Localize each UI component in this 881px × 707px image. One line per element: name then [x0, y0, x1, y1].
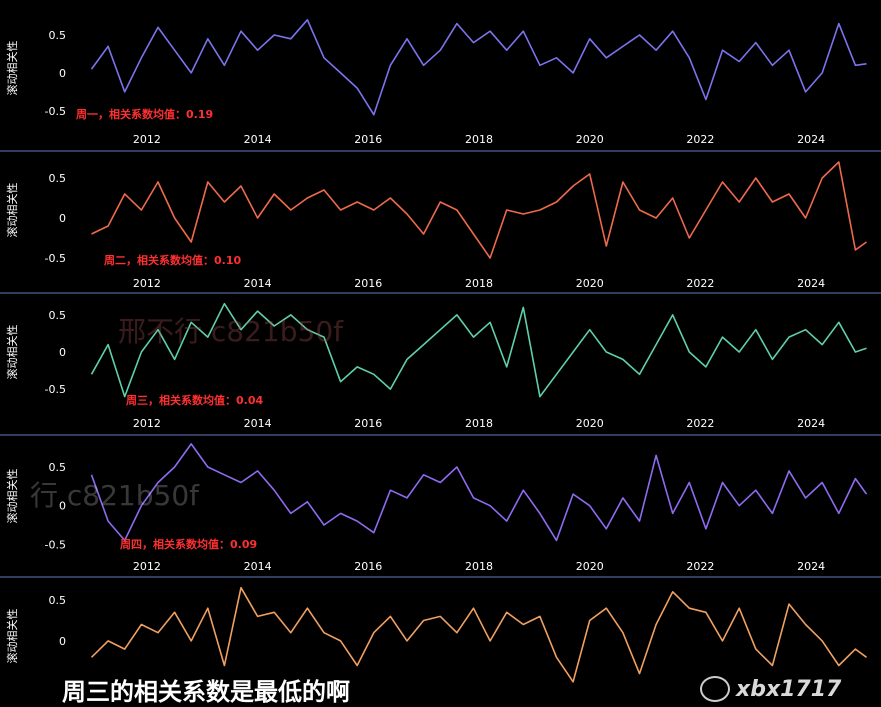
- mean-correlation-annotation: 周三，相关系数均值：0.04: [126, 393, 263, 407]
- mean-correlation-annotation: 周二，相关系数均值：0.10: [104, 253, 241, 267]
- x-tick-label: 2024: [797, 417, 825, 430]
- x-tick-label: 2022: [686, 417, 714, 430]
- y-axis-label: 滚动相关性: [5, 183, 19, 238]
- series-line: [90, 18, 867, 116]
- y-axis-label: 滚动相关性: [5, 469, 19, 524]
- y-tick-label: 0.5: [49, 461, 67, 474]
- x-tick-label: 2014: [244, 417, 272, 430]
- x-tick-label: 2024: [797, 133, 825, 146]
- chat-bubble-icon: [700, 676, 730, 702]
- y-tick-label: -0.5: [45, 105, 66, 118]
- watermark-text: 邢不行 c821b50f: [118, 315, 343, 348]
- y-tick-label: 0: [59, 212, 66, 225]
- x-tick-label: 2020: [576, 560, 604, 573]
- y-tick-label: -0.5: [45, 538, 66, 551]
- y-tick-label: 0.5: [49, 309, 67, 322]
- mean-correlation-annotation: 周四，相关系数均值：0.09: [120, 537, 257, 551]
- panel-divider: [0, 576, 881, 578]
- watermark-text-2: 行 c821b50f: [30, 479, 199, 512]
- channel-name: xbx1717: [736, 676, 842, 702]
- x-tick-label: 2020: [576, 133, 604, 146]
- x-tick-label: 2020: [576, 417, 604, 430]
- panel-divider: [0, 292, 881, 294]
- video-subtitle: 周三的相关系数是最低的啊: [62, 678, 350, 706]
- x-tick-label: 2016: [354, 277, 382, 290]
- channel-logo: xbx1717: [700, 676, 841, 702]
- series-line: [91, 161, 867, 259]
- y-tick-label: 0: [59, 346, 66, 359]
- x-tick-label: 2024: [797, 560, 825, 573]
- y-axis-label: 滚动相关性: [5, 325, 19, 380]
- x-tick-label: 2014: [244, 133, 272, 146]
- x-tick-label: 2020: [576, 277, 604, 290]
- y-tick-label: 0.5: [49, 172, 67, 185]
- x-tick-label: 2014: [244, 277, 272, 290]
- x-tick-label: 2022: [686, 560, 714, 573]
- y-tick-label: -0.5: [45, 252, 66, 265]
- x-tick-label: 2014: [244, 560, 272, 573]
- panel-divider: [0, 150, 881, 152]
- x-tick-label: 2012: [133, 560, 161, 573]
- y-tick-label: 0.5: [49, 29, 67, 42]
- x-tick-label: 2018: [465, 560, 493, 573]
- series-line: [90, 302, 867, 398]
- series-line: [90, 443, 868, 542]
- y-tick-label: 0: [59, 635, 66, 648]
- y-tick-label: -0.5: [45, 383, 66, 396]
- y-tick-label: 0.5: [49, 594, 67, 607]
- x-tick-label: 2012: [133, 133, 161, 146]
- panel-divider: [0, 434, 881, 436]
- y-axis-label: 滚动相关性: [5, 609, 19, 664]
- x-tick-label: 2016: [354, 133, 382, 146]
- mean-correlation-annotation: 周一，相关系数均值：0.19: [76, 107, 213, 121]
- y-tick-label: 0: [59, 67, 66, 80]
- x-tick-label: 2022: [686, 133, 714, 146]
- x-tick-label: 2012: [133, 417, 161, 430]
- x-tick-label: 2012: [133, 277, 161, 290]
- series-line: [90, 586, 867, 683]
- x-tick-label: 2018: [465, 417, 493, 430]
- x-tick-label: 2016: [354, 417, 382, 430]
- y-tick-label: 0: [59, 500, 66, 513]
- y-axis-label: 滚动相关性: [5, 41, 19, 96]
- x-tick-label: 2022: [686, 277, 714, 290]
- x-tick-label: 2018: [465, 277, 493, 290]
- x-tick-label: 2024: [797, 277, 825, 290]
- x-tick-label: 2018: [465, 133, 493, 146]
- x-tick-label: 2016: [354, 560, 382, 573]
